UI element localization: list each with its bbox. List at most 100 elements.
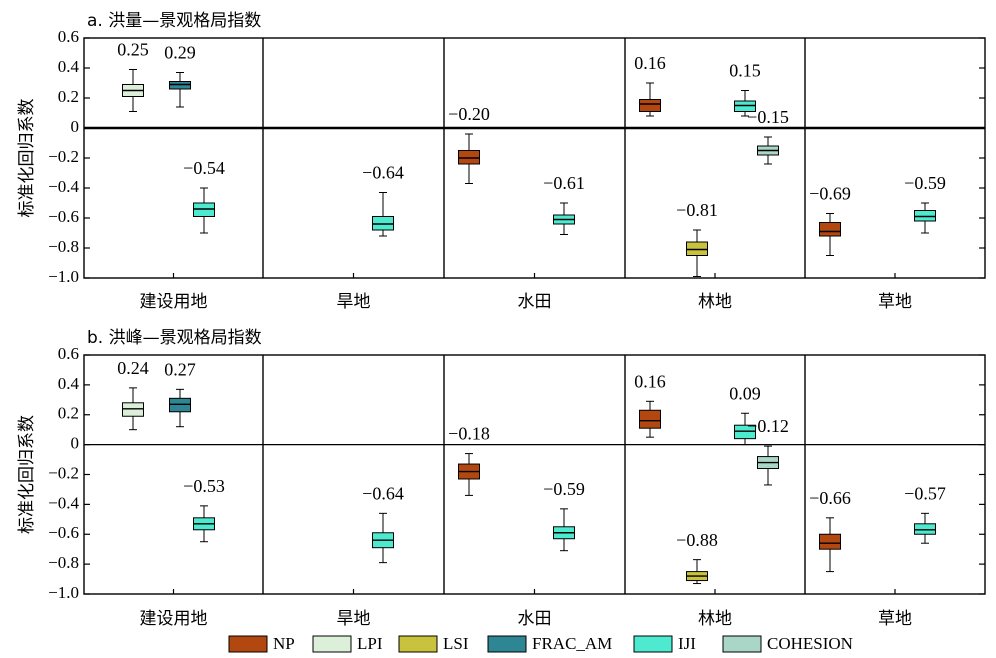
box-iqr <box>169 397 191 413</box>
category-label: 旱地 <box>337 609 371 629</box>
box-frac_am: 0.29 <box>164 43 196 108</box>
box-np: −0.69 <box>809 184 851 256</box>
y-tick-label: 0.6 <box>58 27 79 46</box>
y-tick-label: 0.2 <box>58 87 79 106</box>
y-tick-label: −0.4 <box>48 177 79 196</box>
value-label: −0.69 <box>809 184 851 204</box>
box-iji: −0.64 <box>362 483 404 564</box>
box-iqr <box>639 99 661 112</box>
legend-label: COHESION <box>767 634 853 653</box>
legend-swatch <box>633 635 673 653</box>
y-tick-label: 0.6 <box>58 344 79 363</box>
category-label: 旱地 <box>337 292 371 312</box>
value-label: −0.88 <box>676 530 718 550</box>
value-label: 0.15 <box>729 61 761 81</box>
box-iji: −0.64 <box>362 163 404 237</box>
legend-item-np: NP <box>228 634 295 653</box>
category-label: 草地 <box>878 292 912 312</box>
box-iqr <box>914 523 936 535</box>
box-iji: 0.15 <box>729 61 761 117</box>
category-label: 建设用地 <box>140 292 208 312</box>
value-label: −0.59 <box>904 173 946 193</box>
category-label: 草地 <box>878 609 912 629</box>
value-label: −0.53 <box>183 476 225 496</box>
box-iji: −0.54 <box>183 158 225 234</box>
box-iqr <box>914 210 936 222</box>
y-tick-label: −0.2 <box>48 463 79 482</box>
box-iqr <box>686 241 708 256</box>
box-frac_am: 0.27 <box>164 359 196 428</box>
box-iqr <box>193 202 215 217</box>
box-iqr <box>734 100 756 112</box>
legend-label: LPI <box>357 634 383 653</box>
value-label: 0.09 <box>729 383 761 403</box>
y-tick-label: −0.8 <box>48 237 79 256</box>
value-label: −0.81 <box>676 200 718 220</box>
panel-a: a. 洪量—景观格局指数 0.6 0.4 0.2 0 −0.2 −0.4 −0.6 −0.8 −1… <box>17 11 986 312</box>
box-np: −0.20 <box>448 104 490 184</box>
value-label: 0.24 <box>117 358 149 378</box>
box-iqr <box>372 216 394 231</box>
y-axis-label: 标准化回归系数 <box>17 99 37 218</box>
box-cohesion: −0.12 <box>747 416 789 486</box>
value-label: −0.15 <box>747 107 789 127</box>
legend-swatch <box>228 635 268 653</box>
y-tick-label: −0.2 <box>48 147 79 166</box>
box-np: −0.18 <box>448 424 490 496</box>
box-lsi: −0.88 <box>676 530 718 585</box>
legend-label: IJI <box>678 634 696 653</box>
category-label: 林地 <box>698 292 732 312</box>
box-iji: 0.09 <box>729 383 761 446</box>
box-lsi: −0.81 <box>676 200 718 277</box>
legend: NP LPI LSI FRAC_AM IJI COHESION <box>228 634 853 653</box>
box-iji: −0.61 <box>543 173 585 235</box>
legend-label: LSI <box>443 634 469 653</box>
box-np: 0.16 <box>634 371 666 438</box>
panel-title: b. 洪峰—景观格局指数 <box>87 328 262 348</box>
box-np: −0.66 <box>809 488 851 573</box>
legend-swatch <box>487 635 527 653</box>
value-label: −0.66 <box>809 488 851 508</box>
box-lpi: 0.25 <box>117 40 149 112</box>
value-label: 0.29 <box>164 43 196 63</box>
box-iqr <box>734 424 756 440</box>
y-tick-label: 0 <box>71 117 80 136</box>
y-tick-label: −0.6 <box>48 523 79 542</box>
box-iqr <box>169 81 191 90</box>
plot-frame <box>83 354 986 595</box>
value-label: 0.16 <box>634 53 666 73</box>
category-label: 水田 <box>518 609 552 629</box>
value-label: 0.27 <box>164 359 196 379</box>
legend-label: NP <box>273 634 295 653</box>
legend-item-lpi: LPI <box>312 634 383 653</box>
box-iji: −0.53 <box>183 476 225 543</box>
box-iqr <box>639 409 661 429</box>
legend-item-iji: IJI <box>633 634 696 653</box>
y-tick-label: −0.6 <box>48 207 79 226</box>
box-lpi: 0.24 <box>117 358 149 431</box>
legend-swatch <box>312 635 352 653</box>
box-iji: −0.57 <box>904 483 946 544</box>
y-tick-label: −1.0 <box>48 583 79 602</box>
y-tick-label: 0.4 <box>58 374 80 393</box>
legend-swatch <box>722 635 762 653</box>
panel-b: b. 洪峰—景观格局指数 0.6 0.4 0.2 0 −0.2 −0.4 −0.6 −0.8 −1… <box>17 328 986 629</box>
value-label: −0.59 <box>543 479 585 499</box>
value-label: −0.64 <box>362 163 404 183</box>
legend-item-cohesion: COHESION <box>722 634 853 653</box>
y-tick-label: −0.8 <box>48 553 79 572</box>
value-label: −0.20 <box>448 104 490 124</box>
box-iji: −0.59 <box>543 479 585 552</box>
value-label: 0.16 <box>634 371 666 391</box>
value-label: −0.64 <box>362 483 404 503</box>
y-tick-label: −1.0 <box>48 267 79 286</box>
value-label: −0.54 <box>183 158 225 178</box>
legend-label: FRAC_AM <box>532 634 612 653</box>
y-tick-label: −0.4 <box>48 493 79 512</box>
box-iqr <box>122 402 144 417</box>
y-tick-label: 0.4 <box>58 57 80 76</box>
y-tick-label: 0.2 <box>58 404 79 423</box>
legend-swatch <box>398 635 438 653</box>
legend-item-frac_am: FRAC_AM <box>487 634 612 653</box>
